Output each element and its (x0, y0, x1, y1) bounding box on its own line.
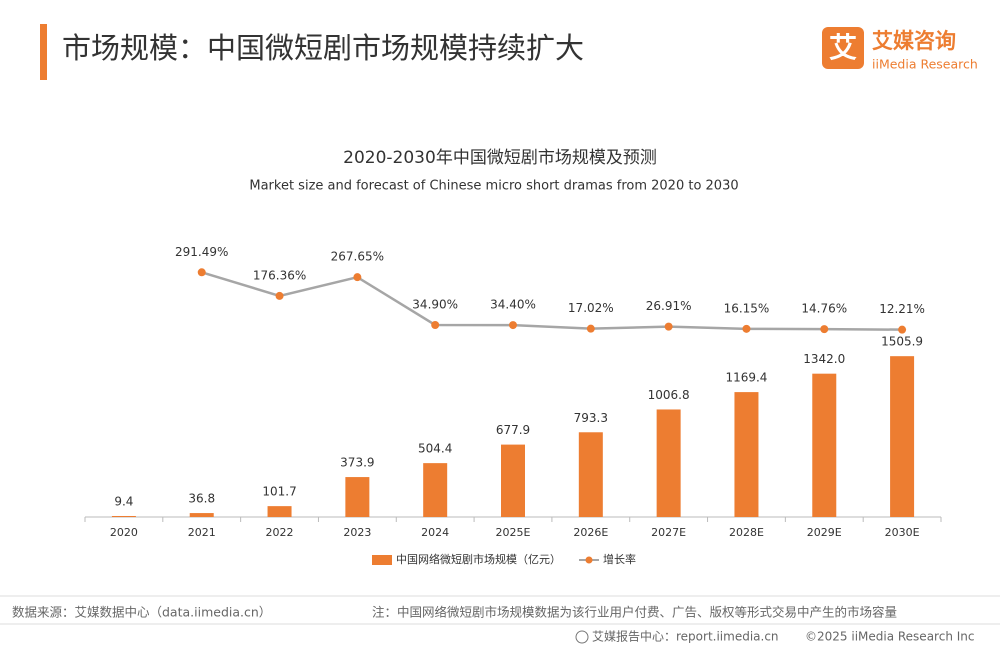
bar-value-label: 1169.4 (725, 371, 767, 385)
bar-value-label: 1006.8 (648, 388, 690, 402)
bar (189, 513, 214, 517)
line-marker (820, 325, 829, 334)
x-tick-label: 2025E (496, 526, 531, 539)
x-tick-label: 2024 (421, 526, 449, 539)
bar-value-label: 101.7 (262, 485, 296, 499)
bar (501, 444, 525, 517)
footer-copyright: ©2025 iiMedia Research Inc (805, 630, 974, 644)
line-value-label: 267.65% (331, 250, 384, 264)
bar-value-label: 504.4 (418, 442, 452, 456)
source: 数据来源：艾媒数据中心（data.iimedia.cn） (12, 605, 271, 620)
line-value-label: 34.40% (490, 298, 536, 312)
line-marker (509, 321, 517, 330)
logo-box (822, 27, 864, 69)
bar (111, 515, 136, 517)
bar-value-label: 1505.9 (881, 335, 923, 349)
legend-swatch (585, 556, 593, 564)
line-marker (197, 268, 206, 277)
x-tick-label: 2030E (885, 526, 920, 539)
chart-title: 2020-2030年中国微短剧市场规模及预测 (343, 148, 657, 168)
bar (423, 463, 448, 517)
note: 注：中国网络微短剧市场规模数据为该行业用户付费、广告、版权等形式交易中产生的市场… (372, 605, 897, 620)
x-tick-label: 2029E (807, 526, 842, 539)
bar (734, 392, 759, 517)
bar-value-label: 677.9 (496, 423, 530, 437)
logo-sub: iiMedia Research (872, 57, 978, 72)
title-accent (40, 24, 47, 80)
page-title: 市场规模：中国微短剧市场规模持续扩大 (62, 31, 584, 65)
bar (345, 477, 370, 517)
bar (812, 373, 837, 517)
line-value-label: 176.36% (253, 268, 306, 282)
line-value-label: 12.21% (879, 302, 925, 316)
line-value-label: 34.90% (412, 297, 458, 311)
footer-icon (575, 630, 589, 644)
line-marker (664, 322, 673, 331)
line-marker (353, 273, 362, 282)
x-tick-label: 2021 (188, 526, 216, 539)
bar-value-label: 1342.0 (803, 352, 845, 366)
line-value-label: 16.15% (724, 301, 770, 315)
x-tick-label: 2028E (729, 526, 764, 539)
line-value-label: 14.76% (801, 302, 847, 316)
bar (890, 356, 915, 517)
bar-value-label: 373.9 (340, 456, 374, 470)
line-value-label: 291.49% (175, 245, 228, 259)
x-tick-label: 2022 (266, 526, 294, 539)
x-tick-label: 2026E (573, 526, 608, 539)
line-value-label: 26.91% (646, 299, 692, 313)
bar-value-label: 36.8 (188, 492, 215, 506)
x-tick-label: 2020 (110, 526, 138, 539)
legend-label: 增长率 (603, 552, 636, 566)
logo-mark: 艾 (829, 31, 857, 64)
footer-site: 艾媒报告中心：report.iimedia.cn (592, 629, 779, 644)
line-marker (586, 324, 595, 333)
legend-swatch (372, 555, 392, 565)
logo-name: 艾媒咨询 (872, 29, 956, 53)
bar (267, 506, 292, 517)
bar (578, 432, 603, 517)
chart-subtitle: Market size and forecast of Chinese micr… (249, 179, 738, 194)
line-value-label: 17.02% (568, 301, 614, 315)
line-marker (742, 324, 751, 333)
bar-value-label: 793.3 (574, 411, 608, 425)
line-marker (898, 325, 907, 334)
x-tick-label: 2027E (651, 526, 686, 539)
line-marker (275, 291, 284, 300)
bar-value-label: 9.4 (114, 494, 133, 508)
line-marker (431, 320, 440, 329)
legend-label: 中国网络微短剧市场规模（亿元） (396, 552, 561, 566)
line (201, 271, 903, 331)
x-tick-label: 2023 (343, 526, 371, 539)
bar (656, 409, 681, 517)
